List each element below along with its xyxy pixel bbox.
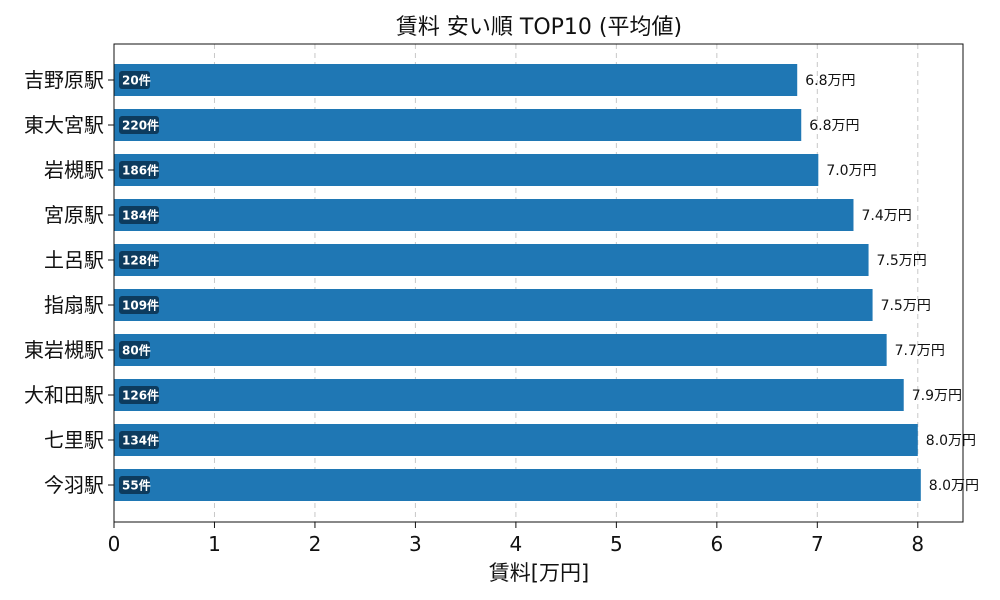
count-label: 128件 (122, 253, 159, 268)
plot-frame (113, 43, 964, 523)
x-tick-label: 4 (510, 532, 523, 556)
y-tick-label: 岩槻駅 (44, 158, 104, 182)
count-label: 220件 (122, 118, 159, 133)
count-label: 20件 (122, 73, 151, 88)
count-label: 126件 (122, 388, 159, 403)
count-label: 184件 (122, 208, 159, 223)
bar (114, 109, 802, 141)
count-badge (119, 116, 159, 134)
value-label: 7.9万円 (912, 388, 962, 404)
bar (114, 64, 798, 96)
bar (114, 379, 904, 411)
value-label: 7.5万円 (877, 253, 927, 269)
x-tick-label: 0 (108, 532, 121, 556)
bar (114, 469, 921, 501)
x-tick-label: 3 (409, 532, 422, 556)
x-axis: 0 1 2 3 4 5 6 7 8 (108, 522, 924, 556)
value-label: 6.8万円 (805, 73, 855, 89)
count-label: 134件 (122, 433, 159, 448)
y-tick-label: 東岩槻駅 (24, 338, 104, 362)
count-label: 80件 (122, 343, 151, 358)
x-axis-label: 賃料[万円] (489, 561, 589, 585)
value-label: 6.8万円 (809, 118, 859, 134)
x-tick-label: 6 (710, 532, 723, 556)
y-tick-label: 今羽駅 (44, 473, 104, 497)
count-badge (119, 476, 150, 494)
x-tick-label: 8 (911, 532, 924, 556)
count-badge (119, 71, 150, 89)
count-badge (119, 161, 159, 179)
count-badge (119, 386, 159, 404)
value-label: 7.7万円 (895, 343, 945, 359)
count-badge (119, 431, 159, 449)
bar (114, 244, 869, 276)
bar (114, 199, 854, 231)
count-label: 186件 (122, 163, 159, 178)
count-badge (119, 251, 159, 269)
count-badge (119, 341, 150, 359)
x-tick-label: 1 (208, 532, 221, 556)
bar (114, 334, 887, 366)
count-label: 109件 (122, 298, 159, 313)
x-tick-label: 5 (610, 532, 623, 556)
value-label: 7.0万円 (826, 163, 876, 179)
y-tick-label: 大和田駅 (24, 383, 104, 407)
bars: 20件 6.8万円 220件 6.8万円 186件 7.0万円 184件 7.4万円 128件 7… (114, 64, 979, 501)
bar (114, 289, 873, 321)
value-label: 8.0万円 (926, 433, 976, 449)
count-badge (119, 296, 159, 314)
y-tick-label: 七里駅 (44, 428, 104, 452)
y-tick-label: 吉野原駅 (24, 68, 104, 92)
x-tick-label: 2 (309, 532, 322, 556)
count-label: 55件 (122, 478, 151, 493)
y-tick-label: 土呂駅 (44, 248, 104, 272)
y-tick-label: 東大宮駅 (24, 113, 104, 137)
value-label: 7.4万円 (861, 208, 911, 224)
value-label: 8.0万円 (929, 478, 979, 494)
count-badge (119, 206, 159, 224)
y-tick-label: 指扇駅 (44, 293, 104, 317)
y-tick-label: 宮原駅 (44, 203, 104, 227)
bar (114, 154, 819, 186)
x-tick-label: 7 (811, 532, 824, 556)
bar (114, 424, 918, 456)
chart-title: 賃料 安い順 TOP10 (平均値) (396, 15, 682, 40)
value-label: 7.5万円 (881, 298, 931, 314)
